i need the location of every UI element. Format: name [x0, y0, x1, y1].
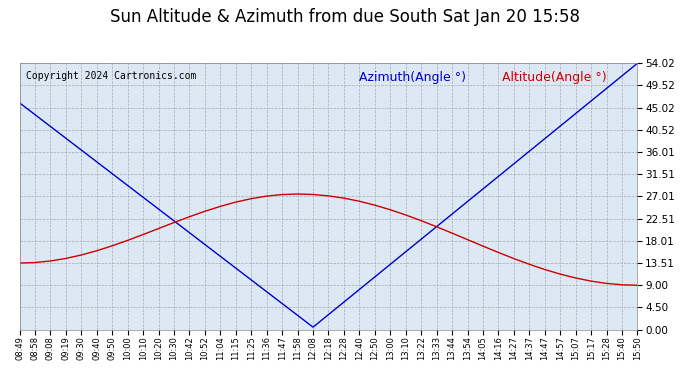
Text: Copyright 2024 Cartronics.com: Copyright 2024 Cartronics.com [26, 71, 196, 81]
Text: Azimuth(Angle °): Azimuth(Angle °) [359, 71, 466, 84]
Text: Altitude(Angle °): Altitude(Angle °) [502, 71, 606, 84]
Text: Sun Altitude & Azimuth from due South Sat Jan 20 15:58: Sun Altitude & Azimuth from due South Sa… [110, 8, 580, 26]
